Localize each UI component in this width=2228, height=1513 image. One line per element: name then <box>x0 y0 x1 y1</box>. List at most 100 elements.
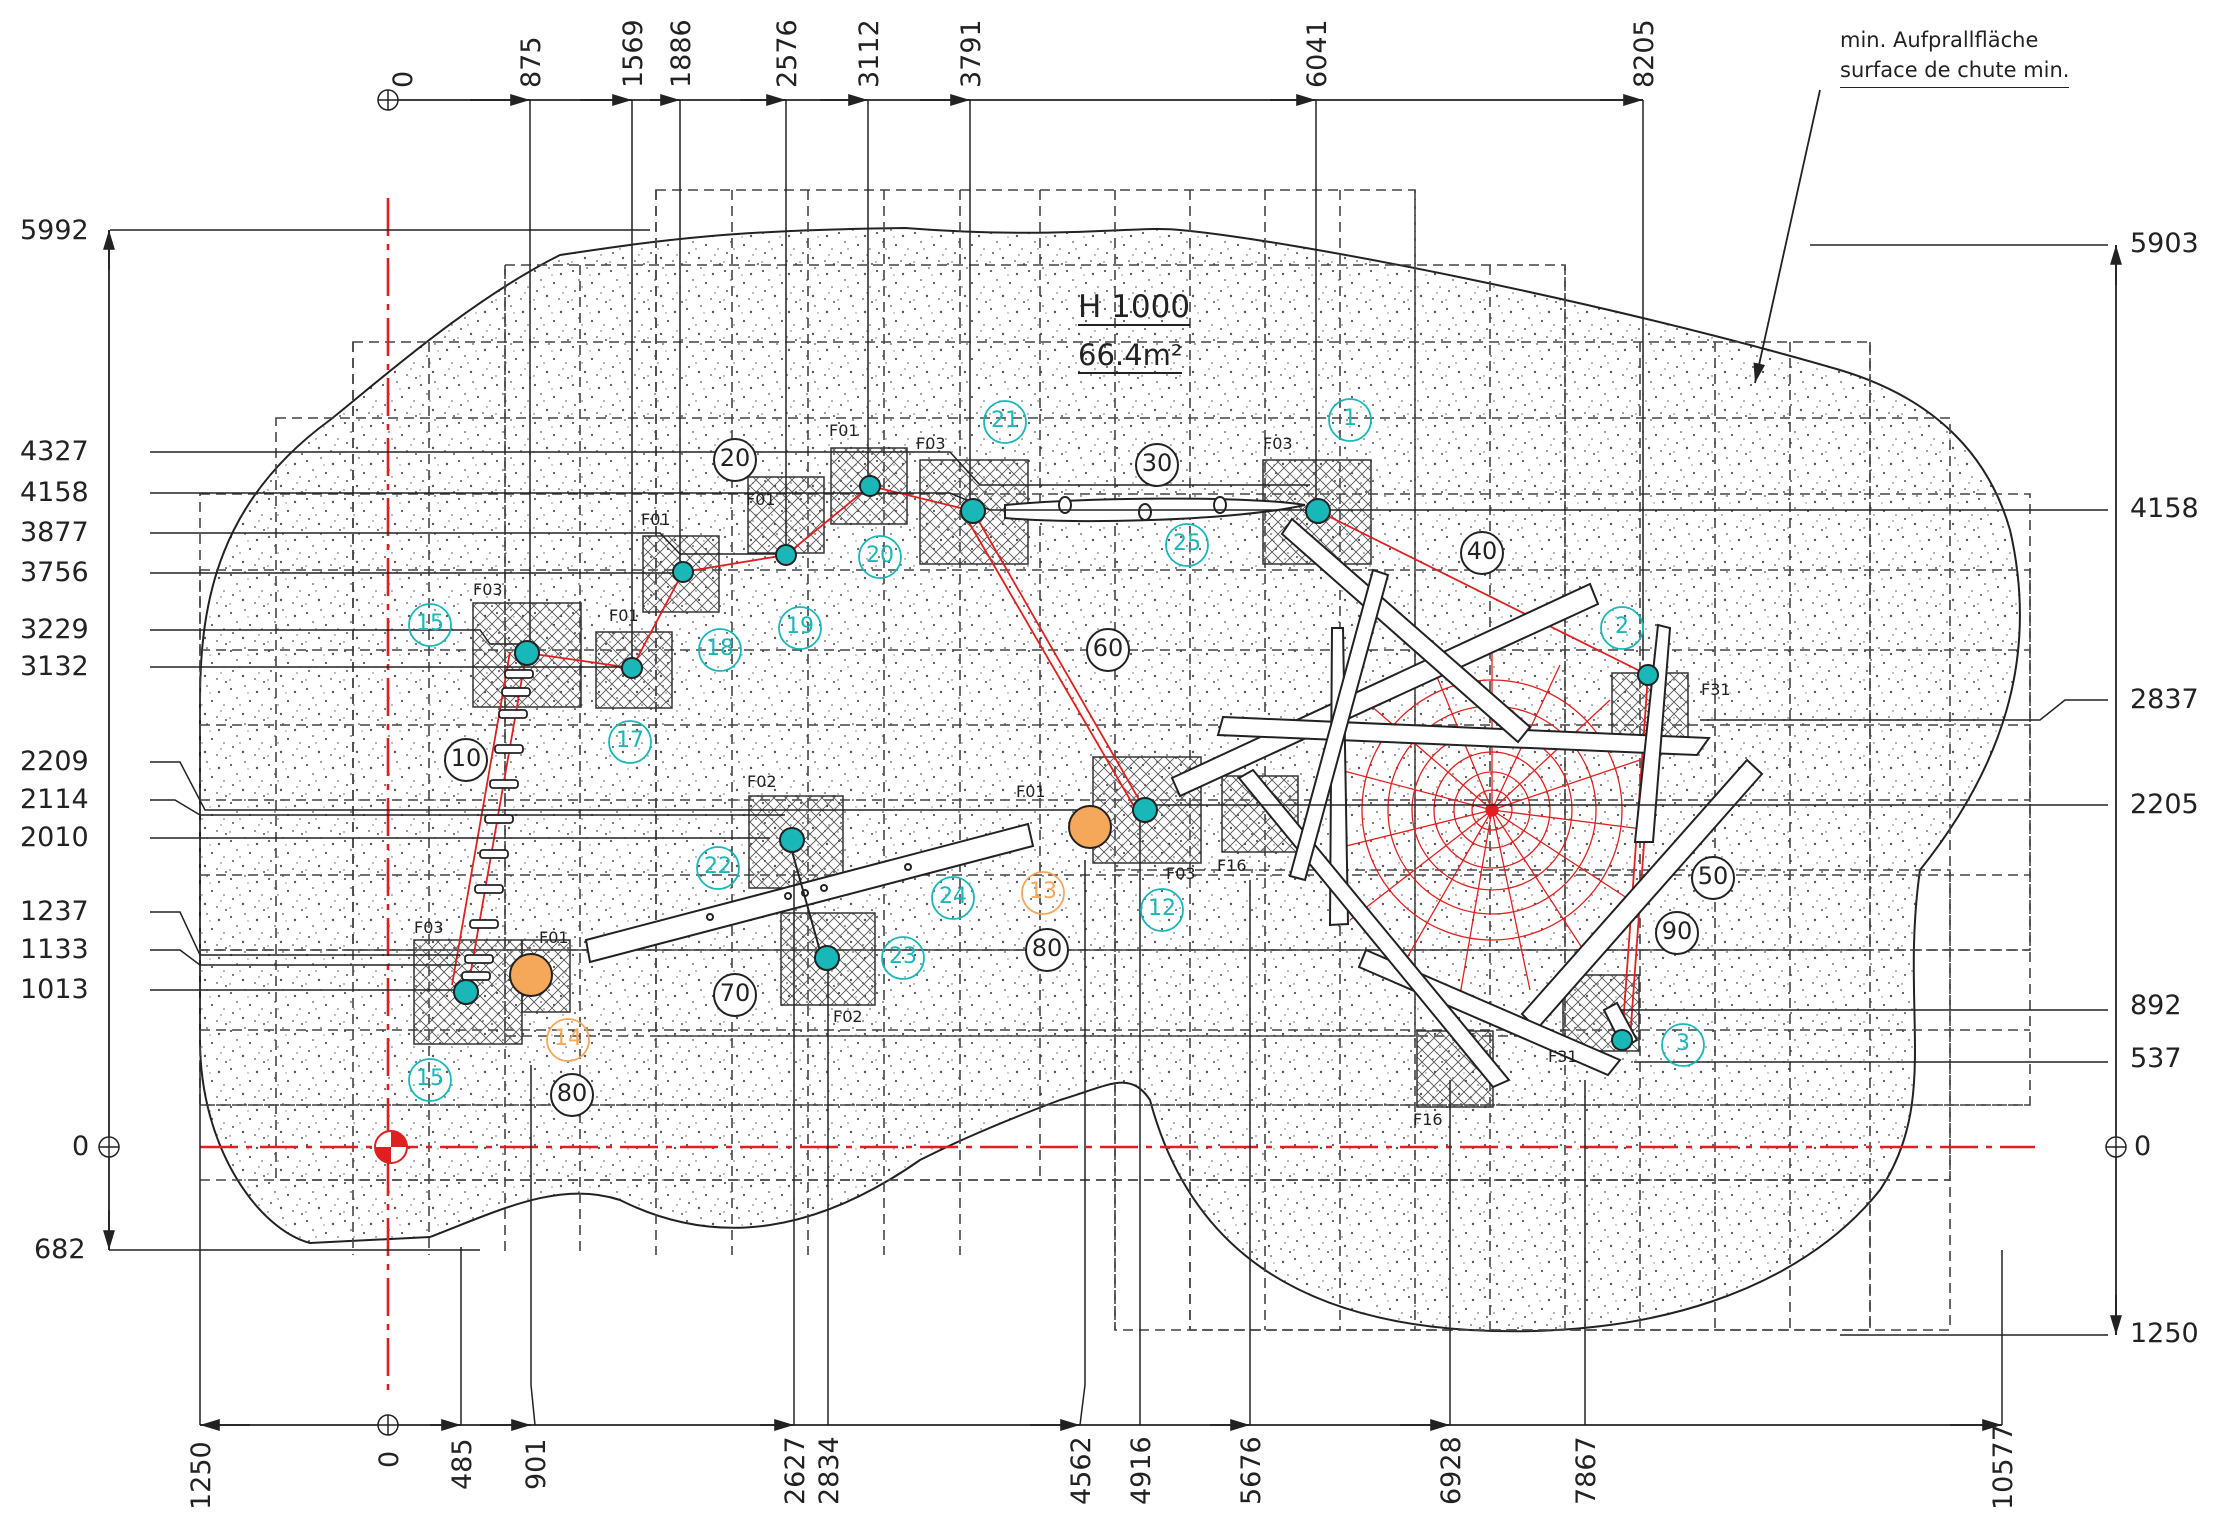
dim-bottom-label: 2834 <box>814 1436 845 1505</box>
posts <box>453 475 1659 1051</box>
origin-target-icon <box>374 1130 408 1164</box>
item-label: 10 <box>450 744 482 772</box>
orange-item-label: 14 <box>554 1026 582 1051</box>
item-label: 30 <box>1141 449 1173 477</box>
post-marker <box>672 561 694 583</box>
dim-left-label: 2010 <box>20 822 89 853</box>
post-marker <box>621 657 643 679</box>
ladder-rungs <box>461 669 534 981</box>
dim-left-label: 5992 <box>20 215 89 246</box>
item-label: 70 <box>719 979 751 1007</box>
item-label: 90 <box>1661 917 1693 945</box>
dim-top-label: 1569 <box>618 19 649 88</box>
height-label: H 1000 <box>1078 289 1191 326</box>
dim-left-label: 2114 <box>20 784 89 815</box>
cyan-item-label: 15 <box>416 611 444 636</box>
item-label: 80 <box>556 1079 588 1107</box>
dim-right-label: 2205 <box>2130 789 2199 820</box>
cyan-item-label: 18 <box>706 636 734 661</box>
foundation-label: F31 <box>1701 680 1731 699</box>
cyan-item-label: 1 <box>1343 406 1357 431</box>
post-marker <box>859 475 881 497</box>
climbing-logs <box>1170 517 1764 1089</box>
foundation-label: F01 <box>746 490 776 509</box>
foundation-label: F01 <box>539 928 569 947</box>
dim-bottom-label: 901 <box>521 1438 552 1490</box>
dim-left-label: 0 <box>72 1131 90 1162</box>
cyan-item-label: 24 <box>939 884 967 909</box>
dim-right-label: 4158 <box>2130 493 2199 524</box>
dim-right-label: 892 <box>2130 990 2182 1021</box>
post-marker <box>453 979 479 1005</box>
foundation-label: F03 <box>1263 434 1293 453</box>
dim-bottom-label: 10577 <box>1988 1424 2019 1510</box>
cyan-item-label: 22 <box>704 854 732 879</box>
dim-bottom-label: 4916 <box>1126 1436 1157 1505</box>
post-marker <box>779 827 805 853</box>
dim-bottom-label: 0 <box>374 1450 405 1468</box>
dim-bottom-label: 7867 <box>1571 1436 1602 1505</box>
dim-left-label: 3877 <box>20 517 89 548</box>
orange-circles <box>546 871 1065 1062</box>
foundation-label: F03 <box>414 918 444 937</box>
dim-left-label: 1133 <box>20 934 89 965</box>
dim-bottom-label: 4562 <box>1066 1436 1097 1505</box>
foundation-label: F16 <box>1413 1110 1443 1129</box>
surface-note: min. Aufprallfläche surface de chute min… <box>1840 25 2070 88</box>
orange-posts <box>509 805 1112 997</box>
balance-beam <box>584 822 1035 964</box>
foundation-label: F02 <box>747 772 777 791</box>
cyan-item-label: 23 <box>889 944 917 969</box>
dim-left-label: 3132 <box>20 651 89 682</box>
dim-top-label: 2576 <box>772 19 803 88</box>
cyan-item-label: 17 <box>616 728 644 753</box>
dim-top-label: 3112 <box>854 19 885 88</box>
note-line-2: surface de chute min. <box>1840 55 2070 88</box>
dim-right-label: 5903 <box>2130 228 2199 259</box>
item-label: 20 <box>719 444 751 472</box>
orange-post <box>509 953 553 997</box>
orange-item-label: 13 <box>1029 879 1057 904</box>
dim-left-label: 1013 <box>20 974 89 1005</box>
origin-markers <box>98 89 2127 1436</box>
dim-bottom-label: 485 <box>447 1438 478 1490</box>
dim-top-label: 875 <box>516 36 547 88</box>
dim-right-label: 1250 <box>2130 1318 2199 1349</box>
dimension-arrows <box>103 89 2122 1431</box>
post-marker <box>814 945 840 971</box>
item-label: 50 <box>1697 862 1729 890</box>
item-label: 40 <box>1466 537 1498 565</box>
dim-top-label: 3791 <box>956 19 987 88</box>
dim-bottom-label: 1250 <box>186 1441 217 1510</box>
note-line-1: min. Aufprallfläche <box>1840 28 2039 52</box>
dim-left-label: 682 <box>34 1234 86 1265</box>
extension-lines <box>109 100 2108 1426</box>
dim-bottom-label: 6928 <box>1436 1436 1467 1505</box>
foundation-label: F16 <box>1217 856 1247 875</box>
item-label: 60 <box>1092 634 1124 662</box>
cyan-item-label: 2 <box>1615 614 1629 639</box>
dim-bottom-label: 5676 <box>1236 1436 1267 1505</box>
cyan-item-label: 3 <box>1676 1031 1690 1056</box>
post-marker <box>1305 498 1331 524</box>
item-label: 80 <box>1031 934 1063 962</box>
dim-left-label: 3229 <box>20 614 89 645</box>
orange-post <box>1068 805 1112 849</box>
cyan-item-label: 21 <box>991 408 1019 433</box>
dim-top-label: 0 <box>388 70 419 88</box>
foundation-label: F01 <box>1016 782 1046 801</box>
dim-right-label: 537 <box>2130 1043 2182 1074</box>
post-marker <box>1637 664 1659 686</box>
dim-left-label: 3756 <box>20 557 89 588</box>
log-fittings <box>1058 496 1227 521</box>
area-label: 66.4m² <box>1078 338 1183 374</box>
dim-top-label: 6041 <box>1302 19 1333 88</box>
post-marker <box>775 544 797 566</box>
cyan-item-label: 19 <box>786 614 814 639</box>
dim-left-label: 1237 <box>20 896 89 927</box>
dim-top-label: 1886 <box>666 19 697 88</box>
dim-top-label: 8205 <box>1629 19 1660 88</box>
post-marker <box>1132 797 1158 823</box>
